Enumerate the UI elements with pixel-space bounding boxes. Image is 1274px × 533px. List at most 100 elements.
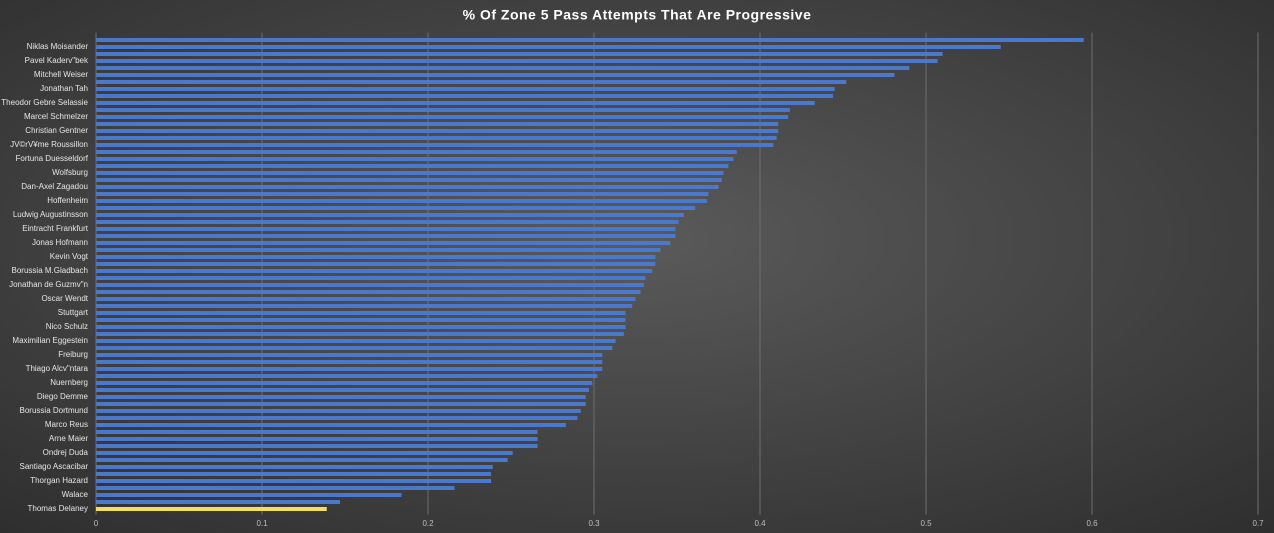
y-tick-label: Kevin Vogt [50, 252, 89, 261]
bar [96, 507, 327, 511]
bar [96, 164, 729, 168]
bar [96, 332, 624, 336]
bar [96, 227, 676, 231]
y-tick-label: Thorgan Hazard [30, 476, 88, 485]
bar [96, 262, 656, 266]
bar [96, 129, 779, 133]
x-tick-label: 0.7 [1252, 519, 1264, 528]
y-tick-label: Eintracht Frankfurt [22, 224, 89, 233]
bar [96, 374, 598, 378]
bar [96, 430, 538, 434]
bar [96, 52, 943, 56]
bar [96, 451, 513, 455]
y-tick-label: Nico Schulz [46, 322, 88, 331]
bar [96, 486, 455, 490]
x-tick-label: 0.5 [920, 519, 932, 528]
y-tick-label: Walace [62, 490, 89, 499]
bar [96, 87, 835, 91]
bar [96, 115, 789, 119]
bar [96, 311, 626, 315]
y-tick-label: Nuernberg [50, 378, 88, 387]
bar [96, 38, 1084, 42]
bar [96, 339, 616, 343]
bar [96, 409, 581, 413]
bar [96, 143, 774, 147]
y-tick-label: Ondrej Duda [43, 448, 89, 457]
bar [96, 234, 676, 238]
x-tick-label: 0.4 [754, 519, 766, 528]
bar [96, 185, 719, 189]
bar [96, 213, 684, 217]
y-tick-label: Borussia M.Gladbach [12, 266, 88, 275]
bar [96, 437, 538, 441]
bar [96, 66, 910, 70]
y-tick-label: JV©rV¥me Roussillon [10, 140, 88, 149]
bar [96, 423, 566, 427]
bar [96, 444, 538, 448]
y-tick-label: Niklas Moisander [27, 42, 89, 51]
bar [96, 283, 644, 287]
y-tick-label: Jonathan Tah [40, 84, 88, 93]
bar [96, 136, 777, 140]
bar [96, 416, 578, 420]
y-tick-label: Theodor Gebre Selassie [1, 98, 88, 107]
bar [96, 353, 603, 357]
bar [96, 122, 779, 126]
bar [96, 360, 603, 364]
bar [96, 206, 696, 210]
bar [96, 192, 709, 196]
y-tick-label: Stuttgart [58, 308, 89, 317]
bar [96, 318, 626, 322]
y-tick-label: Ludwig Augustinsson [13, 210, 88, 219]
bar [96, 395, 586, 399]
bar [96, 241, 671, 245]
x-tick-label: 0.1 [256, 519, 268, 528]
bar [96, 304, 633, 308]
bar [96, 297, 636, 301]
bar [96, 381, 593, 385]
bar [96, 59, 938, 63]
y-tick-label: Jonas Hofmann [32, 238, 88, 247]
x-tick-label: 0.3 [588, 519, 600, 528]
y-tick-label: Marco Reus [45, 420, 88, 429]
bar [96, 493, 402, 497]
y-tick-label: Hoffenheim [47, 196, 88, 205]
x-tick-label: 0.6 [1086, 519, 1098, 528]
y-tick-label: Thiago Alcv"ntara [26, 364, 89, 373]
bar [96, 465, 493, 469]
y-tick-label: Oscar Wendt [41, 294, 88, 303]
y-tick-label: Christian Gentner [25, 126, 88, 135]
bar [96, 346, 613, 350]
bar [96, 367, 603, 371]
bar [96, 45, 1001, 49]
bar [96, 255, 656, 259]
y-tick-label: Thomas Delaney [28, 504, 88, 513]
bar [96, 150, 737, 154]
bar [96, 402, 586, 406]
y-tick-label: Pavel Kaderv"bek [25, 56, 89, 65]
bar [96, 171, 724, 175]
bar [96, 220, 679, 224]
bar [96, 80, 847, 84]
y-tick-label: Freiburg [58, 350, 88, 359]
bar [96, 325, 626, 329]
bar [96, 269, 653, 273]
bar [96, 458, 508, 462]
bar [96, 500, 341, 504]
x-tick-label: 0 [94, 519, 99, 528]
y-tick-label: Arne Maier [49, 434, 88, 443]
bar [96, 388, 590, 392]
bar [96, 248, 661, 252]
y-tick-label: Mitchell Weiser [34, 70, 88, 79]
bar [96, 73, 895, 77]
y-tick-label: Fortuna Duesseldorf [16, 154, 89, 163]
bar [96, 472, 492, 476]
bar [96, 101, 815, 105]
bar [96, 199, 707, 203]
y-tick-label: Dan-Axel Zagadou [21, 182, 88, 191]
y-tick-label: Jonathan de Guzmv"n [9, 280, 88, 289]
bar [96, 94, 834, 98]
y-tick-label: Diego Demme [37, 392, 89, 401]
bar [96, 157, 734, 161]
